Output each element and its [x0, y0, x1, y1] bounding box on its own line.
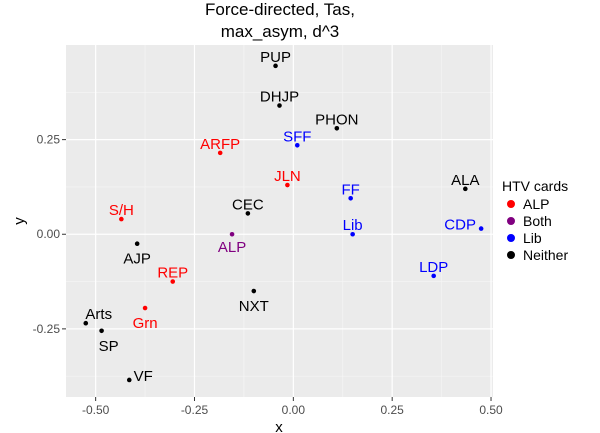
x-tick-label: 0.50	[479, 403, 503, 417]
data-point-nxt	[251, 288, 257, 294]
legend-key-alp	[507, 200, 515, 208]
data-point-ff	[348, 195, 353, 201]
chart-title-line-2: max_asym, d^3	[221, 22, 340, 41]
data-point-ajp	[134, 241, 140, 247]
legend-label-alp: ALP	[523, 196, 549, 212]
data-label: DHJP	[260, 89, 299, 106]
legend-key-neither	[507, 251, 515, 259]
y-tick-label: 0.25	[37, 133, 61, 147]
data-point-alp	[229, 231, 235, 237]
chart-title-line-1: Force-directed, Tas,	[205, 0, 355, 19]
data-label: CEC	[232, 196, 264, 213]
data-label: VF	[134, 368, 153, 385]
data-label: Grn	[133, 315, 158, 332]
data-label: CDP	[444, 217, 476, 234]
x-axis-title: x	[275, 419, 283, 433]
x-tick-label: -0.25	[181, 403, 209, 417]
data-label: ALP	[218, 239, 246, 256]
legend-label-both: Both	[523, 213, 552, 229]
data-point-rep	[170, 279, 176, 284]
data-label: SP	[99, 338, 119, 355]
y-tick-label: 0.00	[37, 227, 61, 241]
x-tick-label: 0.00	[282, 403, 306, 417]
data-point-cec	[245, 211, 251, 216]
data-point-sp	[99, 328, 104, 334]
legend-label-lib: Lib	[523, 230, 542, 246]
data-label: FF	[342, 181, 360, 198]
data-point-jln	[285, 182, 290, 188]
grid-lines	[66, 45, 493, 397]
legend-key-both	[507, 217, 515, 225]
data-point-ldp	[431, 273, 436, 279]
data-label: ALA	[451, 172, 479, 189]
data-point-sff	[294, 143, 300, 148]
data-label: LDP	[419, 259, 448, 276]
data-label: Arts	[85, 306, 112, 323]
data-label: AJP	[123, 251, 151, 268]
data-label: PUP	[260, 49, 291, 66]
data-label: Lib	[343, 217, 363, 234]
data-point-phon	[334, 125, 340, 131]
data-point-ala	[463, 186, 468, 192]
data-point-arts	[83, 320, 89, 326]
data-point-s-h	[119, 216, 124, 222]
data-label: PHON	[315, 111, 358, 128]
data-point-dhjp	[277, 103, 282, 108]
y-tick-label: -0.25	[33, 322, 61, 336]
data-label: S/H	[109, 202, 134, 219]
data-label: SFF	[283, 128, 311, 145]
y-axis-title: y	[11, 217, 28, 225]
x-tick-label: 0.25	[381, 403, 405, 417]
x-tick-label: -0.50	[82, 403, 110, 417]
legend-label-neither: Neither	[523, 247, 568, 263]
data-label: REP	[157, 265, 188, 282]
data-point-arfp	[217, 150, 223, 156]
axis-ticks: -0.50 -0.25 0.00 0.25 0.50 -0.25 0.00 0.25	[33, 133, 503, 417]
data-point-cdp	[478, 226, 484, 231]
data-label: NXT	[239, 298, 269, 315]
legend-title: HTV cards	[502, 178, 568, 194]
data-label: JLN	[274, 168, 301, 185]
data-point-grn	[142, 305, 148, 311]
data-point-vf	[126, 377, 132, 383]
data-label: ARFP	[200, 136, 240, 153]
data-point-pup	[273, 63, 278, 69]
legend-key-lib	[507, 234, 515, 242]
data-point-lib	[350, 231, 355, 237]
data-points: PUP DHJP PHON ARFP SFF JLN FF ALA S/H CEC Lib CDP AL…	[83, 49, 484, 385]
